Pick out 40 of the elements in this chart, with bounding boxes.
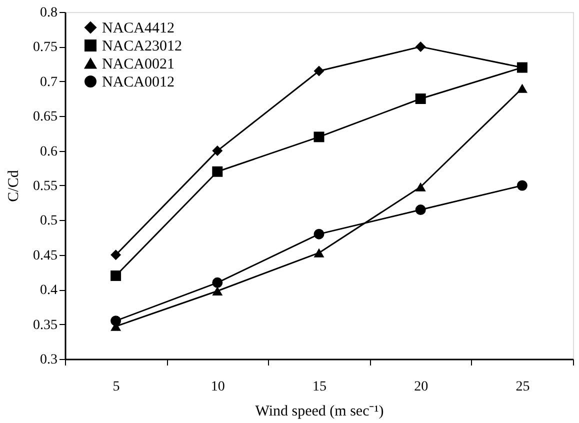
point: [314, 66, 324, 76]
point: [110, 270, 122, 281]
y-tick-label: 0.7: [40, 74, 58, 90]
point: [212, 146, 223, 156]
point: [516, 180, 528, 191]
y-axis-title: C/Cd: [6, 170, 22, 202]
legend-label: NACA0021: [102, 56, 175, 72]
point: [415, 204, 426, 216]
y-tick-label: 0.4: [40, 283, 58, 298]
point: [110, 250, 122, 260]
point: [415, 182, 426, 192]
y-tick-label: 0.75: [33, 40, 58, 56]
point: [415, 94, 426, 104]
point: [212, 277, 223, 288]
x-axis-title: Wind speed (m sec⁻¹): [255, 404, 384, 420]
legend-label: NACA23012: [102, 38, 182, 54]
point: [314, 248, 324, 258]
legend-label: NACA0012: [102, 74, 175, 90]
y-tick-label: 0.6: [40, 144, 58, 160]
x-tick-label: 10: [210, 380, 225, 394]
x-tick-label: 25: [516, 380, 530, 394]
point: [516, 62, 528, 73]
point: [314, 228, 324, 240]
y-tick-label: 0.8: [40, 6, 58, 20]
point: [212, 286, 223, 296]
point: [415, 41, 426, 52]
point: [110, 316, 122, 326]
x-tick-label: 20: [414, 380, 428, 394]
point: [314, 132, 324, 142]
y-tick-label: 0.45: [33, 248, 58, 264]
point: [516, 84, 528, 93]
y-tick-label: 0.55: [33, 179, 58, 194]
point: [212, 166, 223, 177]
x-tick-label: 15: [312, 380, 326, 394]
x-tick-label: 5: [112, 380, 120, 394]
y-tick-label: 0.35: [33, 318, 58, 333]
y-tick-label: 0.3: [40, 352, 58, 368]
legend-label: NACA4412: [102, 20, 175, 36]
y-tick-label: 0.5: [40, 214, 58, 229]
y-tick-label: 0.65: [33, 110, 58, 125]
